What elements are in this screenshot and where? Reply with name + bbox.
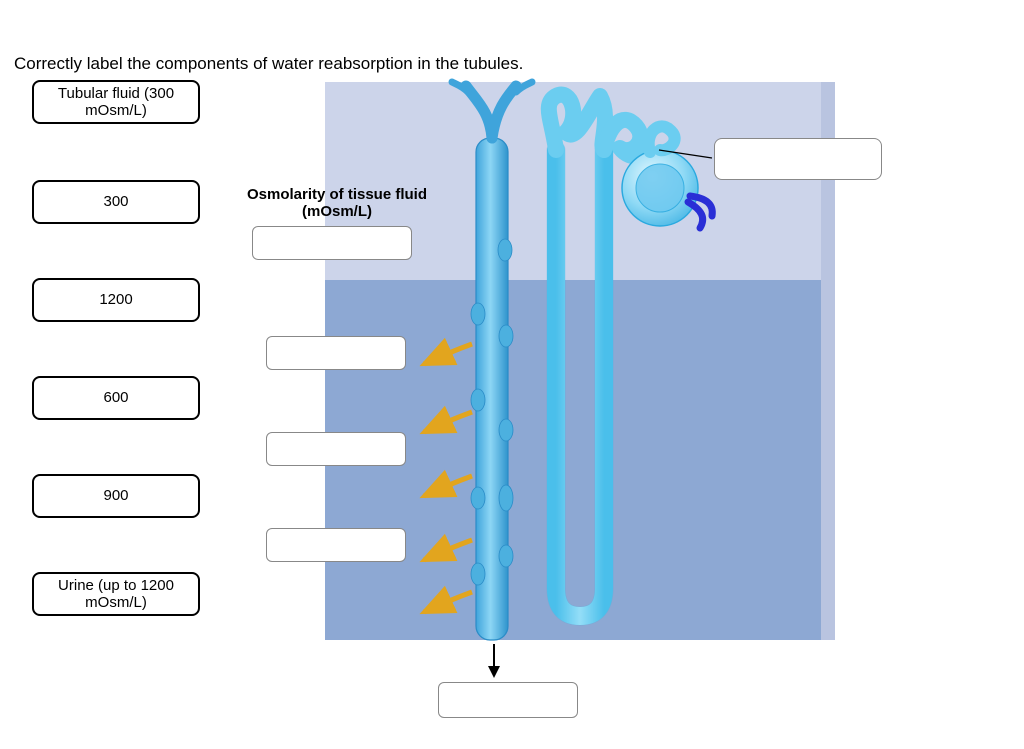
dt-bottom[interactable]: [438, 682, 578, 718]
osm-title-line1: Osmolarity of tissue fluid: [247, 186, 427, 203]
water-arrows: [424, 344, 472, 612]
label-text: 300: [103, 193, 128, 210]
label-300[interactable]: 300: [32, 180, 200, 224]
label-900[interactable]: 900: [32, 474, 200, 518]
dt-top-right[interactable]: [714, 138, 882, 180]
dt-osm-1[interactable]: [252, 226, 412, 260]
loop-of-henle: [556, 150, 604, 616]
label-text: Tubular fluid (300 mOsm/L): [38, 85, 194, 120]
dt-osm-4[interactable]: [266, 528, 406, 562]
label-text: 900: [103, 487, 128, 504]
osmolarity-title: Osmolarity of tissue fluid (mOsm/L): [229, 186, 445, 221]
dt-osm-2[interactable]: [266, 336, 406, 370]
label-text: 600: [103, 389, 128, 406]
label-tubular-fluid[interactable]: Tubular fluid (300 mOsm/L): [32, 80, 200, 124]
label-600[interactable]: 600: [32, 376, 200, 420]
dt-osm-3[interactable]: [266, 432, 406, 466]
label-1200[interactable]: 1200: [32, 278, 200, 322]
label-urine[interactable]: Urine (up to 1200 mOsm/L): [32, 572, 200, 616]
label-text: 1200: [99, 291, 132, 308]
collecting-duct: [452, 82, 532, 640]
label-text: Urine (up to 1200 mOsm/L): [38, 577, 194, 612]
osm-title-line2: (mOsm/L): [302, 203, 372, 220]
